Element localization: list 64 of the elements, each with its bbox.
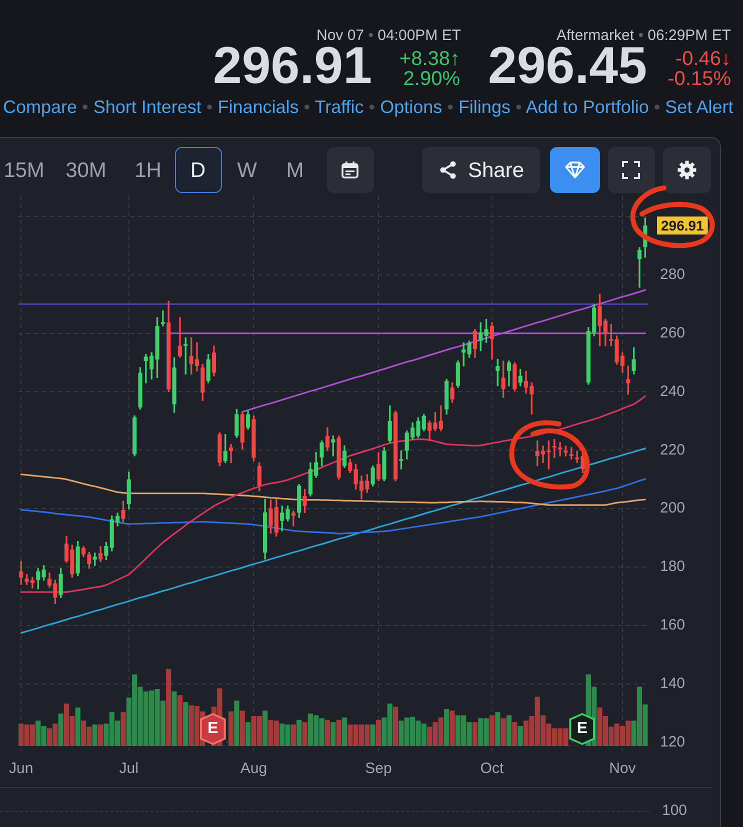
bar bbox=[98, 724, 104, 746]
bar bbox=[495, 712, 500, 746]
x-tick-label: Nov bbox=[609, 760, 636, 778]
y-tick-label: 140 bbox=[660, 674, 686, 692]
bar bbox=[512, 722, 518, 746]
y-tick-label: 160 bbox=[660, 616, 686, 634]
bar bbox=[330, 722, 336, 746]
text: -0.46↓ bbox=[675, 48, 731, 70]
bar bbox=[183, 702, 188, 746]
bar bbox=[228, 711, 234, 746]
y-tick-label: 180 bbox=[660, 558, 686, 576]
x-tick-label: Aug bbox=[240, 760, 268, 778]
x-tick-label: Jul bbox=[119, 760, 138, 778]
y-tick-label: 220 bbox=[660, 441, 686, 458]
bar bbox=[489, 715, 495, 746]
y-tick-label: 260 bbox=[660, 324, 686, 342]
bar bbox=[392, 706, 398, 746]
annotation: E bbox=[576, 720, 588, 737]
x-tick-label: Sep bbox=[365, 760, 392, 778]
bar bbox=[75, 708, 80, 746]
bar bbox=[518, 726, 523, 746]
bar bbox=[120, 712, 126, 746]
bar bbox=[172, 691, 177, 746]
x-tick-label: Jun bbox=[9, 760, 34, 778]
bar bbox=[92, 724, 98, 746]
bar bbox=[370, 724, 376, 746]
y-tick-label: 200 bbox=[660, 500, 686, 517]
text: 2.90% bbox=[403, 68, 460, 90]
bar bbox=[324, 720, 330, 746]
bar bbox=[444, 709, 450, 746]
bar bbox=[177, 695, 183, 746]
bar bbox=[290, 724, 296, 746]
bar bbox=[450, 710, 455, 746]
bar bbox=[166, 669, 172, 746]
bar bbox=[245, 722, 251, 746]
text: Share bbox=[468, 158, 524, 182]
text: 296.91 bbox=[661, 217, 704, 234]
text: +8.38↑ bbox=[399, 48, 460, 70]
bar bbox=[262, 710, 268, 746]
text: W bbox=[237, 158, 257, 182]
bar bbox=[500, 718, 506, 746]
bar bbox=[506, 715, 512, 746]
bar bbox=[376, 720, 382, 746]
bar bbox=[58, 714, 64, 746]
text: 100 bbox=[662, 802, 688, 818]
text: M bbox=[286, 158, 304, 182]
bar bbox=[234, 700, 240, 746]
bar bbox=[472, 722, 478, 746]
x-tick-label: Oct bbox=[480, 760, 504, 778]
y-tick-label: 240 bbox=[660, 382, 686, 400]
bar bbox=[336, 720, 342, 746]
y-tick-label: 120 bbox=[660, 733, 686, 750]
y-tick-label: 280 bbox=[660, 266, 686, 284]
annotation: E bbox=[208, 720, 218, 737]
text: 15M bbox=[4, 158, 44, 182]
bar bbox=[296, 720, 302, 746]
text: -0.15% bbox=[668, 68, 731, 90]
text: D bbox=[190, 158, 206, 182]
text: Compare • Short Interest • Financials • Traffic • Options • Filings • Add to Portfolio • Set Alert bbox=[3, 97, 734, 117]
bar bbox=[302, 722, 308, 746]
bar bbox=[240, 710, 245, 746]
bar bbox=[342, 718, 348, 746]
text: 1H bbox=[134, 158, 162, 182]
text: 30M bbox=[66, 158, 106, 182]
